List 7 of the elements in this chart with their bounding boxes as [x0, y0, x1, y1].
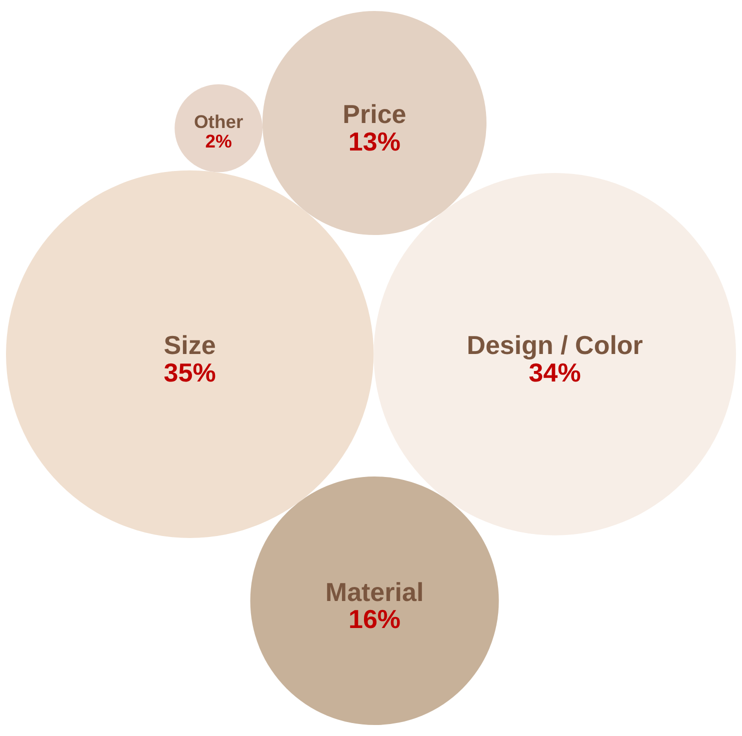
data-label: 16% — [348, 604, 401, 634]
category-label: Other — [194, 111, 244, 132]
category-label: Material — [325, 576, 424, 607]
category-label: Design / Color — [466, 330, 643, 360]
data-label: 13% — [348, 126, 400, 156]
category-label: Price — [342, 98, 406, 129]
data-label: 2% — [205, 130, 232, 152]
